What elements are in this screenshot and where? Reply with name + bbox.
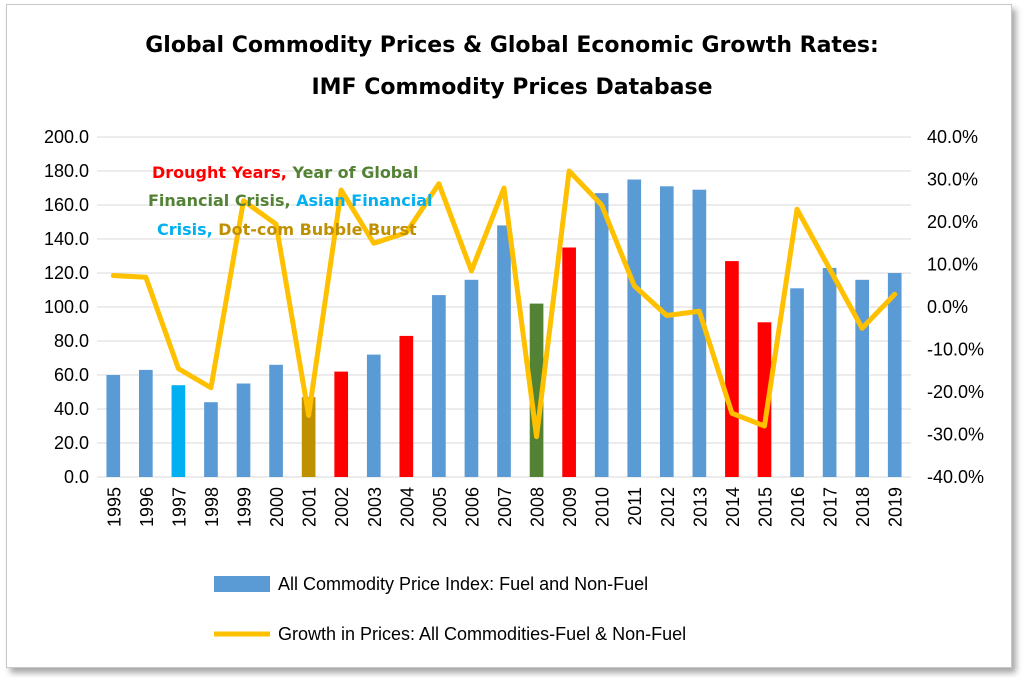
x-axis-tick: 2011	[625, 487, 645, 526]
x-axis-tick: 2013	[690, 487, 710, 527]
x-axis-tick: 2018	[853, 487, 873, 527]
chart-title: Global Commodity Prices & Global Economi…	[145, 33, 879, 58]
bar	[464, 279, 479, 477]
annotation-segment: Dot-com Bubble Burst	[213, 220, 417, 239]
x-axis-tick: 1995	[104, 487, 124, 527]
bar	[366, 354, 381, 477]
bar	[106, 375, 121, 477]
x-axis-tick: 2015	[755, 487, 775, 527]
bar	[692, 189, 707, 477]
left-axis-tick: 80.0	[54, 331, 89, 351]
x-axis-tick: 2001	[300, 487, 320, 527]
annotation-segment: Year of Global	[287, 163, 419, 182]
left-axis-tick: 40.0	[54, 399, 89, 419]
x-axis-tick: 2010	[593, 487, 613, 527]
x-axis-tick: 2017	[821, 487, 841, 527]
bar	[171, 385, 186, 477]
x-axis-tick: 2009	[560, 487, 580, 527]
left-axis-tick: 20.0	[54, 433, 89, 453]
bar	[725, 261, 739, 477]
x-axis-tick: 2014	[723, 487, 743, 527]
bar	[627, 179, 642, 477]
annotation-segment: Asian Financial	[291, 191, 433, 210]
bar	[432, 295, 446, 477]
annotation-text: Drought Years, Year of Global Financial C…	[148, 163, 433, 239]
x-axis-tick: 2002	[332, 487, 352, 527]
growth-line	[110, 168, 898, 440]
x-axis-ticks: 1995 1996 1997 1998 1999 2000 2001 2002 2003 2004…	[104, 487, 905, 527]
left-axis-tick: 180.0	[44, 161, 89, 181]
chart-subtitle: IMF Commodity Prices Database	[311, 75, 712, 100]
right-axis-tick: 0.0%	[927, 297, 968, 317]
annotation-line: Crisis, Dot-com Bubble Burst	[157, 220, 417, 239]
x-axis-tick: 2012	[658, 487, 678, 527]
left-axis-ticks: 0.0 20.0 40.0 60.0 80.0 100.0 120.0 140.0 160.0 1…	[44, 127, 89, 487]
bar	[236, 383, 251, 477]
right-axis-tick: 40.0%	[927, 127, 978, 147]
annotation-line: Drought Years, Year of Global	[152, 163, 419, 182]
annotation-segment: Financial Crisis,	[148, 191, 291, 210]
annotation-line: Financial Crisis, Asian Financial	[148, 191, 433, 210]
x-axis-tick: 1996	[137, 487, 157, 527]
bar-series	[106, 179, 902, 478]
left-axis-tick: 100.0	[44, 297, 89, 317]
legend-swatch-bars	[214, 576, 270, 592]
bar	[497, 225, 511, 477]
bar	[334, 371, 349, 477]
line-series	[110, 168, 898, 440]
left-axis-tick: 120.0	[44, 263, 89, 283]
left-axis-tick: 200.0	[44, 127, 89, 147]
x-axis-tick: 2016	[788, 487, 808, 527]
left-axis-tick: 140.0	[44, 229, 89, 249]
left-axis-tick: 160.0	[44, 195, 89, 215]
bar	[562, 247, 576, 477]
bar	[301, 397, 316, 477]
bar	[399, 335, 414, 477]
left-axis-tick: 0.0	[64, 467, 89, 487]
left-axis-tick: 60.0	[54, 365, 89, 385]
right-axis-tick: -10.0%	[927, 340, 984, 360]
x-axis-tick: 2019	[886, 487, 906, 527]
bar	[757, 322, 772, 477]
bar	[594, 193, 609, 477]
right-axis-tick: 20.0%	[927, 212, 978, 232]
x-axis-tick: 2006	[462, 487, 482, 527]
bar	[139, 369, 153, 477]
x-axis-tick: 2000	[267, 487, 287, 527]
annotation-segment: Drought Years,	[152, 163, 287, 182]
x-axis-tick: 1998	[202, 487, 222, 527]
x-axis-tick: 2003	[365, 487, 385, 527]
x-axis-tick: 2008	[528, 487, 548, 527]
legend-label-line: Growth in Prices: All Commodities-Fuel &…	[278, 624, 686, 644]
x-axis-tick: 1997	[169, 487, 189, 527]
legend: All Commodity Price Index: Fuel and Non-…	[214, 574, 686, 644]
bar	[269, 364, 283, 477]
x-axis-tick: 2007	[495, 487, 515, 527]
bar	[887, 273, 902, 477]
bar	[659, 186, 674, 478]
bar	[204, 402, 218, 477]
bar	[790, 288, 804, 477]
right-axis-tick: -40.0%	[927, 467, 984, 487]
bar	[855, 279, 869, 477]
right-axis-tick: 30.0%	[927, 170, 978, 190]
bar	[822, 267, 837, 477]
right-axis-tick: -30.0%	[927, 425, 984, 445]
bar	[529, 303, 544, 477]
right-axis-ticks: -40.0% -30.0% -20.0% -10.0% 0.0% 10.0% 20.0% 30…	[927, 127, 984, 487]
x-axis-tick: 2004	[397, 487, 417, 527]
annotation-segment: Crisis,	[157, 220, 213, 239]
x-axis-tick: 2005	[430, 487, 450, 527]
legend-label-bars: All Commodity Price Index: Fuel and Non-…	[278, 574, 648, 594]
x-axis-tick: 1999	[235, 487, 255, 527]
right-axis-tick: -20.0%	[927, 382, 984, 402]
right-axis-tick: 10.0%	[927, 255, 978, 275]
